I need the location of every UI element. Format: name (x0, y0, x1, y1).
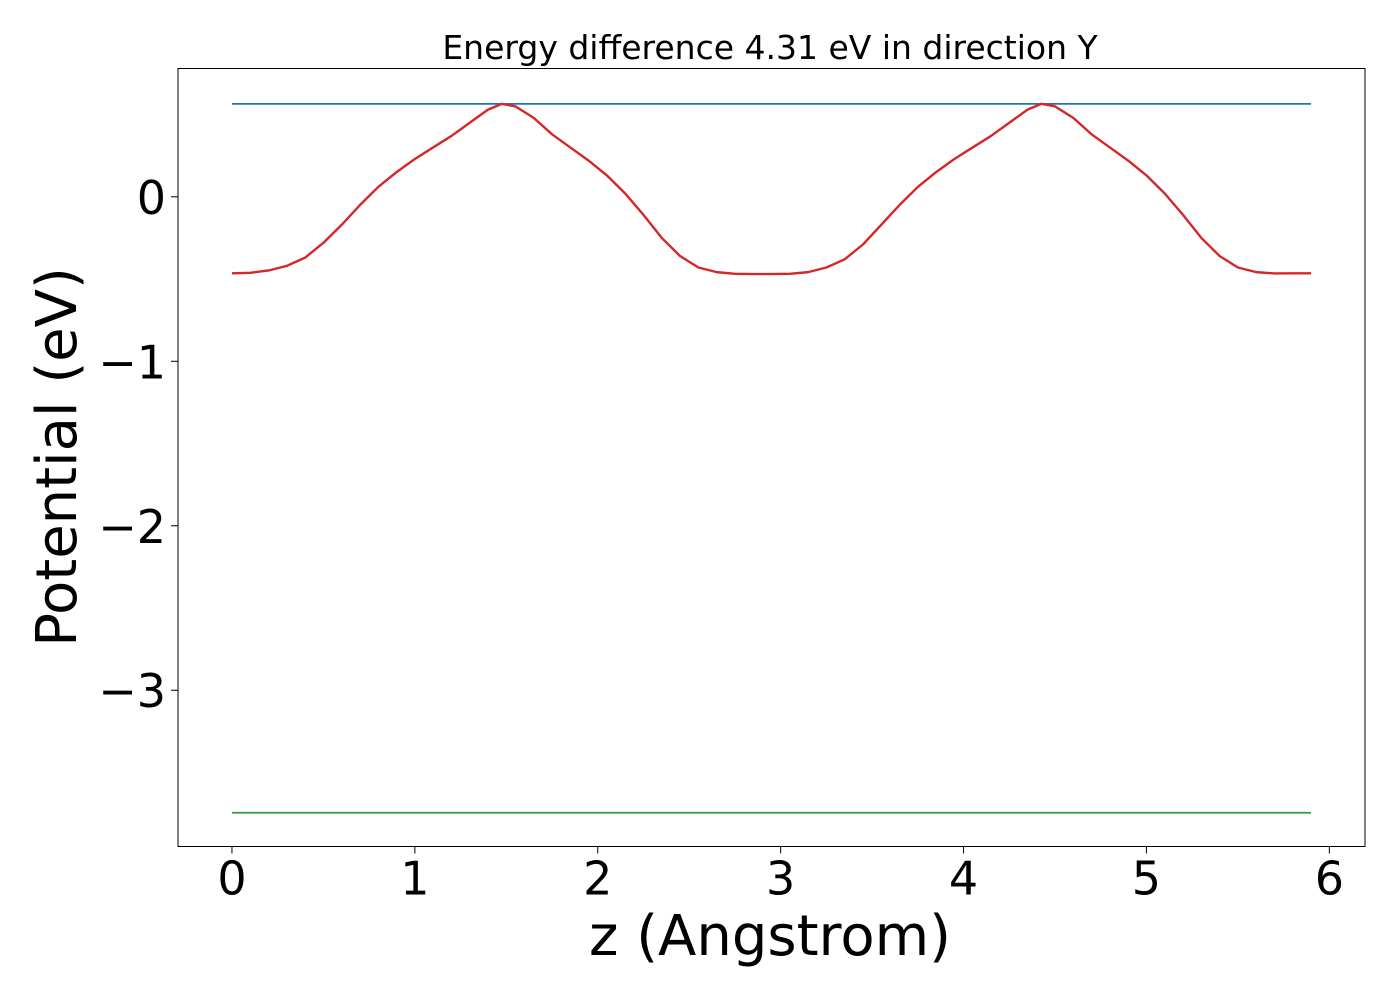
y-axis: 0 −1 −2 −3 (98, 171, 178, 718)
plot-frame (177, 68, 1366, 847)
x-tick-label: 5 (1132, 852, 1161, 906)
y-axis-title: Potential (eV) (25, 267, 90, 647)
y-tick-label: −1 (98, 335, 166, 389)
x-tick-label: 3 (766, 852, 795, 906)
x-tick-label: 4 (949, 852, 978, 906)
x-tick-label: 2 (583, 852, 612, 906)
x-tick-label: 1 (400, 852, 429, 906)
series-line-2 (231, 102, 1312, 276)
y-tick-label: −3 (98, 664, 166, 718)
series-layer (231, 102, 1312, 814)
x-axis-title: z (Angstrom) (589, 904, 951, 969)
x-axis: 0 1 2 3 4 5 6 (217, 846, 1344, 906)
x-tick-label: 0 (217, 852, 246, 906)
chart-title: Energy difference 4.31 eV in direction Y (442, 28, 1098, 67)
y-tick-label: −2 (98, 500, 166, 554)
x-tick-label: 6 (1315, 852, 1344, 906)
y-tick-label: 0 (137, 171, 166, 225)
